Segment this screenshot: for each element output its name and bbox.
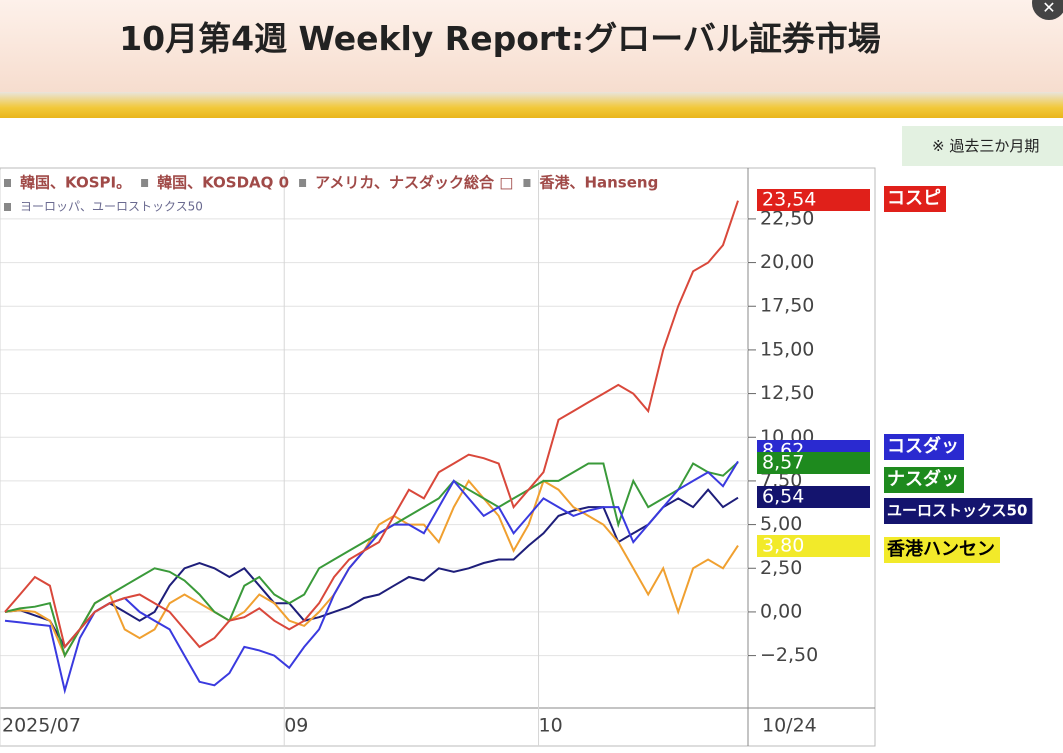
value-box xyxy=(757,535,870,557)
legend-label: 韓国、KOSDAQ 0 xyxy=(157,174,289,192)
y-tick-label: 15,00 xyxy=(760,338,814,360)
series-line xyxy=(4,488,739,649)
series-line xyxy=(4,200,739,650)
legend-marker xyxy=(4,203,11,211)
series-badge: 香港ハンセン xyxy=(886,539,995,560)
legend-label: 韓国、KOSPI。 xyxy=(20,174,131,192)
value-label: 3,80 xyxy=(762,535,804,557)
title: 10月第4週 Weekly Report:グローバル証券市場 xyxy=(119,19,881,58)
chart-frame xyxy=(0,167,876,747)
badge-bg xyxy=(884,498,1033,524)
y-tick-label: 17,50 xyxy=(760,295,814,317)
badge-bg xyxy=(884,537,1000,563)
value-box xyxy=(757,486,870,508)
header xyxy=(0,0,1063,96)
series-line xyxy=(4,460,739,695)
series-line xyxy=(4,461,739,659)
close-button[interactable]: ✕ xyxy=(1032,0,1063,20)
value-label: 8,57 xyxy=(762,452,804,474)
y-tick-label: −2,50 xyxy=(760,644,818,666)
value-label: 23,54 xyxy=(762,189,816,211)
y-tick-label: 22,50 xyxy=(760,207,814,229)
header-bar xyxy=(0,92,1063,118)
legend-label: 香港、Hanseng xyxy=(539,174,658,192)
legend-label: アメリカ、ナスダック総合 □ xyxy=(315,174,513,192)
badge-bg xyxy=(884,186,946,212)
y-tick-label: 7,50 xyxy=(760,469,802,491)
badge-bg xyxy=(884,467,964,493)
x-tick-label: 10/24 xyxy=(762,715,817,737)
series-badge: ユーロストックス50 xyxy=(887,502,1027,520)
value-label: 6,54 xyxy=(762,486,804,508)
x-tick-label: 10 xyxy=(539,715,563,737)
legend-label: ヨーロッパ、ユーロストックス50 xyxy=(20,200,203,214)
note: ※ 過去三か月期 xyxy=(902,126,1063,166)
x-tick-label: 2025/07 xyxy=(2,715,81,737)
y-tick-label: 20,00 xyxy=(760,251,814,273)
legend-marker xyxy=(523,179,531,187)
value-box xyxy=(757,189,870,211)
y-tick-label: 12,50 xyxy=(760,382,814,404)
y-tick-label: 2,50 xyxy=(760,557,802,579)
y-tick-label: 0,00 xyxy=(760,600,802,622)
y-tick-label: 5,00 xyxy=(760,513,802,535)
value-box xyxy=(757,452,870,474)
legend-marker xyxy=(141,179,149,187)
x-tick-label: 09 xyxy=(284,715,308,737)
series-badge: コスピ xyxy=(887,188,941,209)
legend-marker xyxy=(299,179,307,187)
legend-marker xyxy=(4,179,11,187)
badge-bg xyxy=(884,434,964,460)
series-badge: コスダッ xyxy=(887,435,959,457)
series-badge: ナスダッ xyxy=(887,468,959,490)
